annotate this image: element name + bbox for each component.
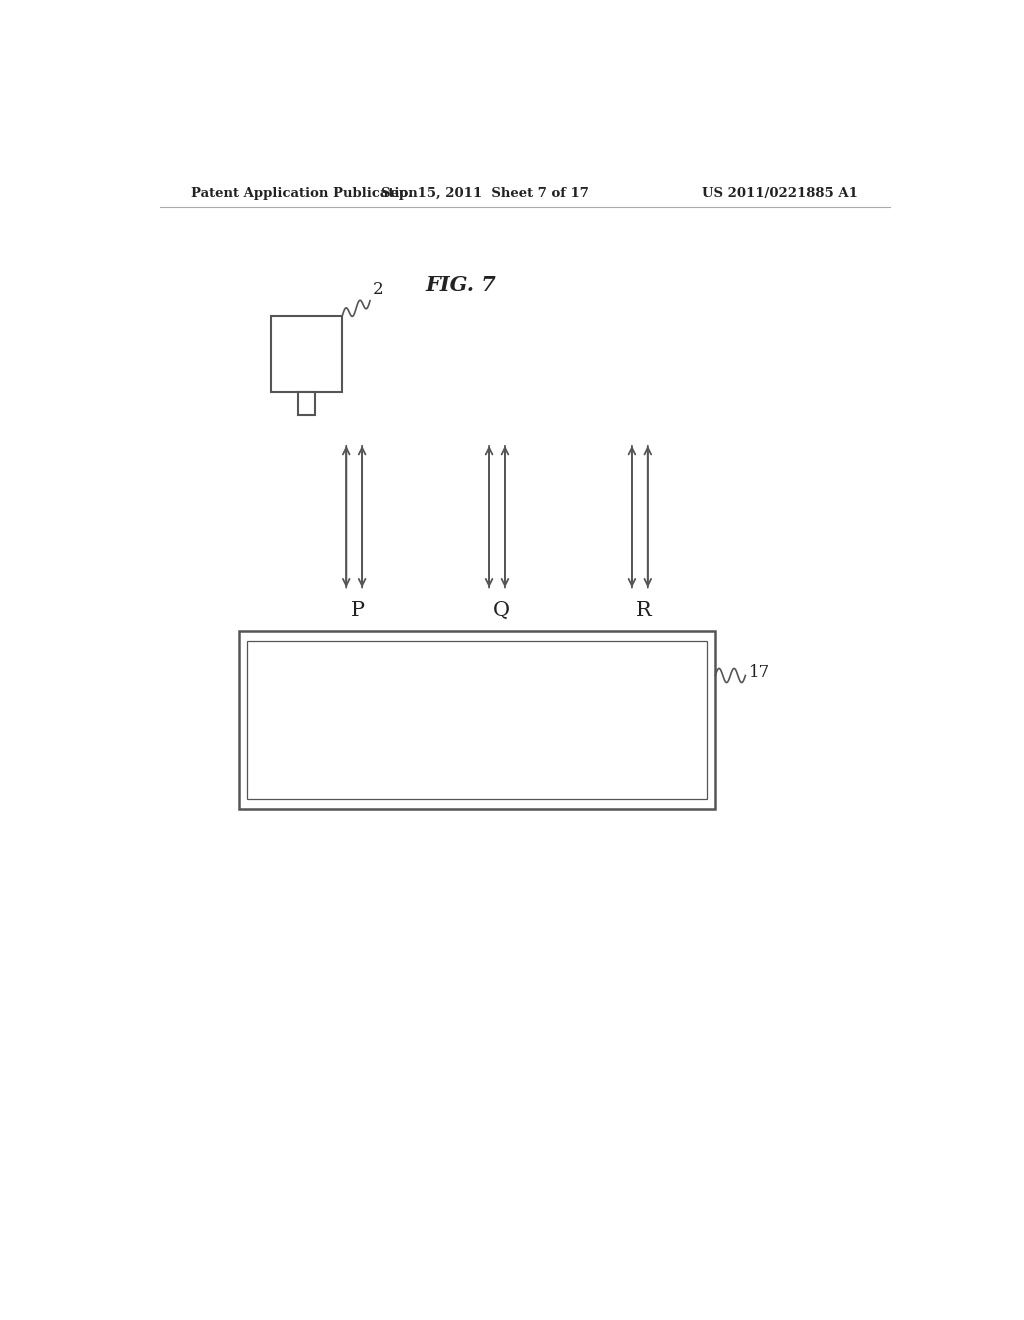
Text: Sep. 15, 2011  Sheet 7 of 17: Sep. 15, 2011 Sheet 7 of 17 (381, 187, 589, 201)
Text: 17: 17 (749, 664, 770, 681)
Bar (240, 631, 715, 809)
Text: 2: 2 (373, 281, 383, 297)
Text: FIG. 7: FIG. 7 (426, 276, 497, 296)
Text: Patent Application Publication: Patent Application Publication (191, 187, 418, 201)
Bar (298, 392, 315, 414)
Text: P: P (351, 601, 366, 620)
Bar (247, 642, 708, 799)
Bar (270, 315, 342, 392)
Text: R: R (636, 601, 651, 620)
Text: US 2011/0221885 A1: US 2011/0221885 A1 (702, 187, 858, 201)
Text: Q: Q (493, 601, 510, 620)
